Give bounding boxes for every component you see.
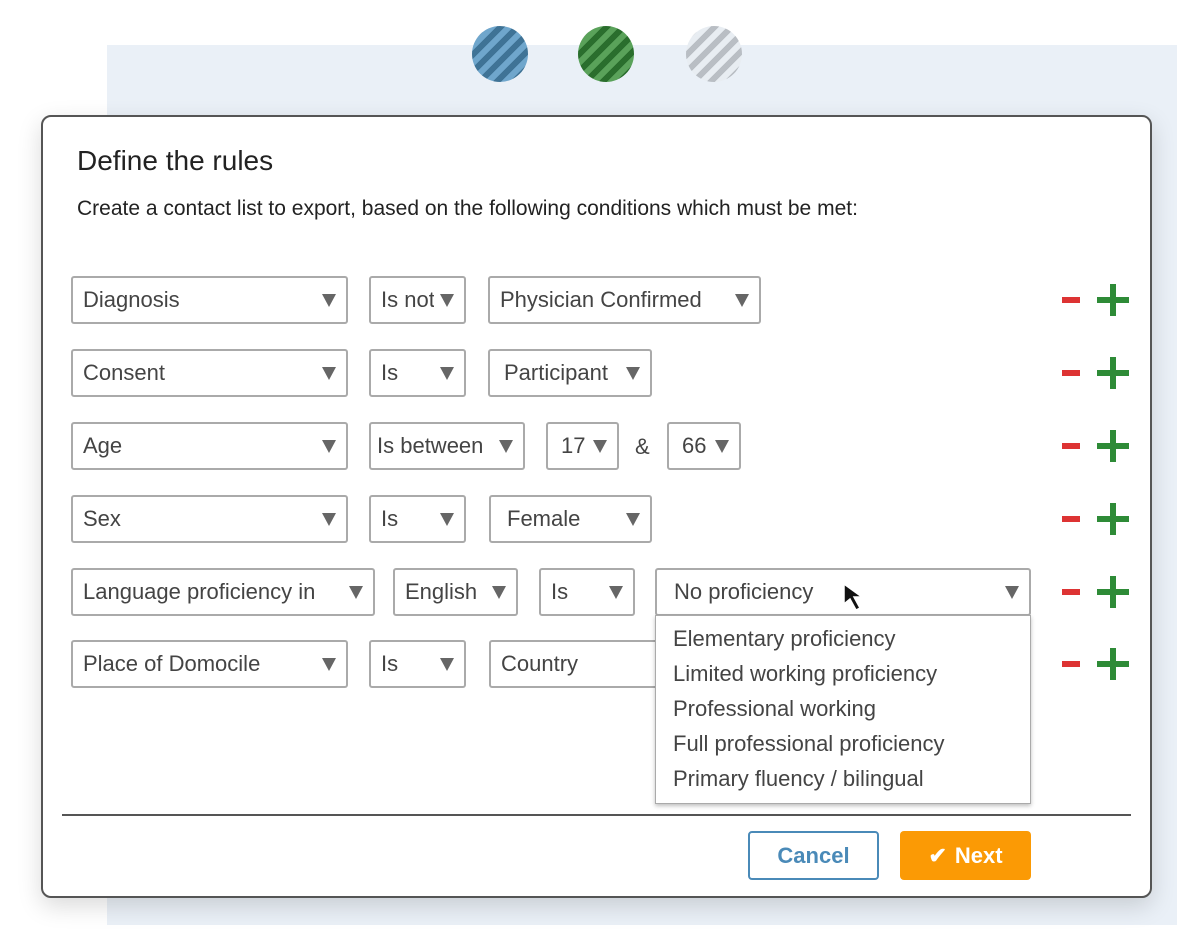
language-select[interactable]: English: [393, 568, 518, 616]
select-value: Language proficiency in: [83, 579, 316, 604]
dropdown-arrow-icon: [322, 439, 336, 453]
select-value: 17: [561, 433, 586, 458]
operator-select[interactable]: Is: [539, 568, 635, 616]
dropdown-arrow-icon: [609, 585, 623, 599]
dropdown-arrow-icon: [440, 366, 454, 380]
dropdown-arrow-icon: [440, 293, 454, 307]
field-select[interactable]: Place of Domocile: [71, 640, 348, 688]
select-value: Participant: [504, 360, 608, 385]
dropdown-arrow-icon: [593, 439, 607, 453]
age-from-select[interactable]: 17: [546, 422, 619, 470]
add-rule-button[interactable]: [1097, 357, 1129, 389]
field-select[interactable]: Language proficiency in: [71, 568, 375, 616]
footer-divider: [62, 814, 1131, 816]
dropdown-arrow-icon: [1005, 585, 1019, 599]
dropdown-arrow-icon: [322, 366, 336, 380]
field-select[interactable]: Age: [71, 422, 348, 470]
dropdown-arrow-icon: [440, 512, 454, 526]
dropdown-arrow-icon: [492, 585, 506, 599]
dropdown-arrow-icon: [499, 439, 513, 453]
select-value: Sex: [83, 506, 121, 531]
step-indicator-2: [578, 26, 634, 82]
dialog-subtitle: Create a contact list to export, based o…: [77, 197, 858, 220]
dropdown-arrow-icon: [349, 585, 363, 599]
step-indicator-1: [472, 26, 528, 82]
mouse-cursor-icon: [843, 582, 865, 611]
add-rule-button[interactable]: [1097, 503, 1129, 535]
operator-select[interactable]: Is between: [369, 422, 525, 470]
dropdown-option[interactable]: Elementary proficiency: [673, 626, 896, 651]
proficiency-dropdown-list: Elementary proficiency Limited working p…: [655, 615, 1031, 804]
operator-select[interactable]: Is: [369, 495, 466, 543]
select-value: Age: [83, 433, 123, 458]
add-rule-button[interactable]: [1097, 576, 1129, 608]
field-select[interactable]: Diagnosis: [71, 276, 348, 324]
dialog-title: Define the rules: [77, 145, 274, 176]
next-label: Next: [954, 842, 1003, 868]
next-button[interactable]: ✔ Next: [900, 831, 1031, 880]
remove-rule-button[interactable]: [1062, 443, 1080, 449]
dropdown-arrow-icon: [735, 293, 749, 307]
dropdown-option[interactable]: Full professional proficiency: [673, 731, 945, 756]
select-value: Country: [501, 651, 579, 676]
select-value: Is not: [381, 287, 434, 312]
dropdown-arrow-icon: [626, 512, 640, 526]
select-value: English: [405, 579, 478, 604]
step-indicator-3: [686, 26, 742, 82]
select-value: Is: [381, 506, 399, 531]
select-value: Is: [551, 579, 569, 604]
age-to-select[interactable]: 66: [667, 422, 741, 470]
add-rule-button[interactable]: [1097, 284, 1129, 316]
value-select[interactable]: Female: [489, 495, 652, 543]
select-value: 66: [682, 433, 707, 458]
remove-rule-button[interactable]: [1062, 370, 1080, 376]
select-value: Is: [381, 360, 399, 385]
value-select[interactable]: Country: [489, 640, 679, 688]
select-value: Place of Domocile: [83, 651, 261, 676]
select-value: Is between: [377, 433, 484, 458]
add-rule-button[interactable]: [1097, 648, 1129, 680]
range-joiner: &: [635, 434, 650, 459]
dropdown-arrow-icon: [715, 439, 729, 453]
select-value: Female: [507, 506, 581, 531]
dropdown-arrow-icon: [322, 657, 336, 671]
value-select[interactable]: Participant: [488, 349, 652, 397]
dropdown-arrow-icon: [626, 366, 640, 380]
cancel-button[interactable]: Cancel: [748, 831, 879, 880]
select-value: Is: [381, 651, 399, 676]
value-select[interactable]: Physician Confirmed: [488, 276, 761, 324]
select-value: Physician Confirmed: [500, 287, 702, 312]
operator-select[interactable]: Is: [369, 640, 466, 688]
select-value: Diagnosis: [83, 287, 180, 312]
operator-select[interactable]: Is not: [369, 276, 466, 324]
dropdown-arrow-icon: [440, 657, 454, 671]
dropdown-option[interactable]: Limited working proficiency: [673, 661, 938, 686]
dropdown-option[interactable]: Professional working: [673, 696, 876, 721]
field-select[interactable]: Consent: [71, 349, 348, 397]
dropdown-option[interactable]: Primary fluency / bilingual: [673, 766, 924, 791]
remove-rule-button[interactable]: [1062, 516, 1080, 522]
dropdown-arrow-icon: [322, 293, 336, 307]
operator-select[interactable]: Is: [369, 349, 466, 397]
remove-rule-button[interactable]: [1062, 589, 1080, 595]
select-value: Consent: [83, 360, 165, 385]
select-value: No proficiency: [674, 579, 814, 604]
dropdown-arrow-icon: [322, 512, 336, 526]
checkmark-icon: ✔: [928, 842, 947, 868]
remove-rule-button[interactable]: [1062, 297, 1080, 303]
field-select[interactable]: Sex: [71, 495, 348, 543]
remove-rule-button[interactable]: [1062, 661, 1080, 667]
add-rule-button[interactable]: [1097, 430, 1129, 462]
